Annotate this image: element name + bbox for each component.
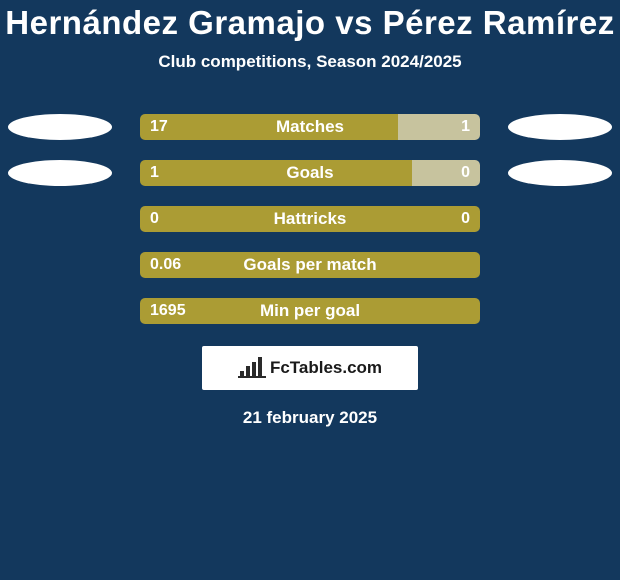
stat-row: 10Goals — [0, 160, 620, 186]
logo-text: FcTables.com — [270, 358, 382, 378]
stat-bar-track: 00Hattricks — [140, 206, 480, 232]
stat-label: Matches — [140, 114, 480, 140]
stat-label: Hattricks — [140, 206, 480, 232]
stat-row: 00Hattricks — [0, 206, 620, 232]
subtitle: Club competitions, Season 2024/2025 — [0, 52, 620, 72]
stat-bar-track: 1695Min per goal — [140, 298, 480, 324]
fctables-logo-icon — [238, 357, 266, 379]
player-badge-left — [8, 114, 112, 140]
stat-row: 171Matches — [0, 114, 620, 140]
stat-bar-track: 10Goals — [140, 160, 480, 186]
stat-label: Goals — [140, 160, 480, 186]
player-badge-right — [508, 114, 612, 140]
stat-bar-track: 171Matches — [140, 114, 480, 140]
footer-date: 21 february 2025 — [0, 408, 620, 428]
stat-row: 0.06Goals per match — [0, 252, 620, 278]
stat-row: 1695Min per goal — [0, 298, 620, 324]
stat-bar-track: 0.06Goals per match — [140, 252, 480, 278]
stat-label: Min per goal — [140, 298, 480, 324]
logo-box: FcTables.com — [202, 346, 418, 390]
player-badge-left — [8, 160, 112, 186]
comparison-card: Hernández Gramajo vs Pérez Ramírez Club … — [0, 0, 620, 580]
stat-label: Goals per match — [140, 252, 480, 278]
page-title: Hernández Gramajo vs Pérez Ramírez — [0, 4, 620, 42]
player-badge-right — [508, 160, 612, 186]
stats-rows: 171Matches 10Goals 00Hattricks 0.06Goals pe… — [0, 114, 620, 324]
